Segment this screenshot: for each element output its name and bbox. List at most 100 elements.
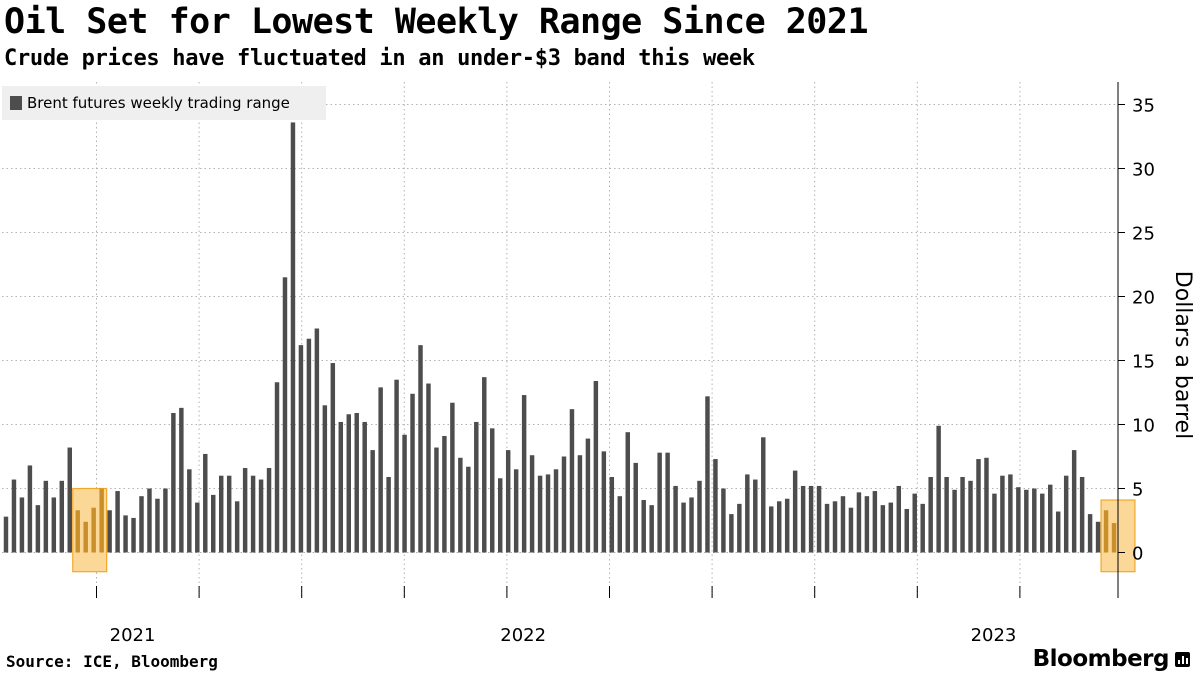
bar: [203, 453, 208, 553]
bar: [681, 502, 686, 553]
bar: [952, 489, 957, 553]
bar: [330, 363, 336, 553]
bar: [386, 476, 391, 553]
bar: [1055, 511, 1061, 553]
bar: [665, 452, 670, 553]
bar: [976, 459, 981, 553]
highlighted-bar: [99, 488, 104, 553]
highlight-bar-layer: [75, 488, 1117, 553]
bar: [426, 383, 431, 553]
bar: [992, 493, 997, 553]
bar: [450, 402, 455, 553]
bar: [729, 514, 734, 553]
bar: [641, 500, 646, 553]
bar: [673, 485, 678, 553]
bar: [346, 414, 351, 553]
bar: [362, 421, 367, 553]
bar: [1063, 475, 1069, 553]
bar: [418, 345, 423, 553]
bar: [745, 474, 750, 553]
bar: [19, 497, 25, 553]
bar: [577, 455, 583, 553]
bar: [537, 475, 543, 553]
bar: [1024, 489, 1029, 553]
bar: [250, 475, 256, 553]
y-tick-label: 0: [1132, 544, 1143, 565]
bar: [920, 503, 925, 553]
brand-logo: Bloomberg: [1033, 646, 1190, 672]
bar: [211, 494, 216, 553]
bar: [888, 502, 894, 553]
bar: [402, 434, 407, 553]
bar: [1095, 521, 1101, 553]
bloomberg-chart-icon: [1175, 651, 1190, 667]
bar: [67, 447, 72, 553]
brand-name: Bloomberg: [1032, 646, 1170, 672]
bar: [880, 505, 886, 553]
grid-layer: [2, 82, 1118, 598]
bar: [497, 478, 503, 553]
axis-layer: 051015202530352021202220232024: [96, 82, 1155, 646]
bar: [808, 485, 814, 553]
y-tick-label: 20: [1132, 288, 1155, 309]
bar: [314, 328, 320, 553]
bar: [513, 469, 519, 553]
x-tick-label: 2023: [971, 625, 1017, 646]
y-tick-label: 10: [1132, 416, 1155, 437]
bar: [585, 438, 591, 553]
bar: [490, 428, 495, 553]
bar: [131, 517, 136, 553]
bar: [1032, 488, 1037, 553]
bar: [912, 493, 917, 553]
bar: [338, 421, 344, 553]
bar: [689, 497, 694, 553]
bar-layer: [3, 122, 1101, 553]
bar: [195, 502, 200, 553]
bar: [776, 501, 782, 553]
bar: [179, 407, 184, 553]
bar: [856, 492, 862, 553]
bar: [258, 479, 264, 553]
highlighted-bar: [75, 510, 80, 553]
bar: [928, 476, 933, 553]
bar: [187, 469, 192, 553]
y-tick-label: 5: [1132, 480, 1143, 501]
y-tick-label: 35: [1132, 96, 1155, 117]
chart-subtitle: Crude prices have fluctuated in an under…: [4, 46, 755, 71]
y-tick-label: 25: [1132, 224, 1155, 245]
bar: [226, 475, 232, 553]
bar: [800, 485, 806, 553]
bar: [266, 468, 272, 553]
bar: [1016, 487, 1021, 553]
bar: [824, 503, 830, 553]
bar: [553, 469, 559, 553]
bar: [705, 396, 710, 553]
bar: [378, 387, 383, 553]
bar: [1079, 476, 1085, 553]
bar: [155, 498, 160, 553]
bar: [1040, 493, 1045, 553]
bar: [904, 508, 909, 553]
bar: [713, 459, 718, 553]
y-axis-label: Dollars a barrel: [1170, 271, 1195, 439]
bar: [163, 488, 168, 553]
highlighted-bar: [91, 507, 96, 553]
bar: [816, 485, 822, 553]
bar: [147, 488, 152, 553]
bar: [442, 436, 447, 553]
bar: [11, 479, 17, 553]
bar: [410, 393, 415, 553]
bar: [721, 488, 726, 553]
bar: [274, 382, 280, 553]
bar: [617, 496, 623, 553]
bar: [458, 457, 463, 553]
bar: [792, 470, 798, 553]
legend-label: Brent futures weekly trading range: [27, 94, 290, 112]
bar: [242, 468, 248, 553]
bar: [123, 515, 128, 553]
highlighted-bar: [1111, 523, 1117, 553]
bar: [832, 501, 838, 553]
bar: [3, 516, 9, 553]
bar: [115, 491, 120, 553]
